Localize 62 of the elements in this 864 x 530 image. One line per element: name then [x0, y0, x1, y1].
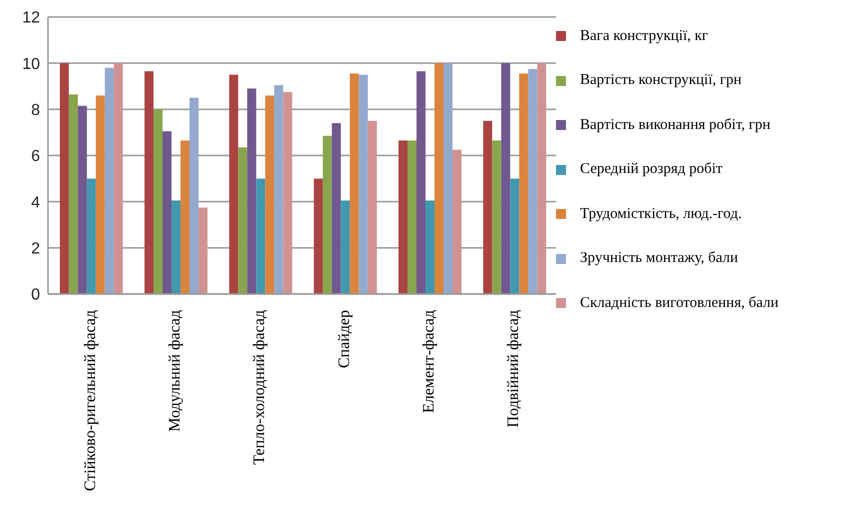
bar	[452, 150, 462, 294]
bar	[492, 140, 502, 294]
x-tick-label: Подвійний фасад	[505, 310, 522, 428]
bar	[144, 71, 154, 294]
bar	[162, 131, 172, 294]
legend-label: Зручність монтажу, бали	[580, 250, 738, 268]
bar	[86, 178, 96, 294]
bar	[322, 136, 332, 294]
y-tick-label: 4	[31, 194, 40, 212]
bar	[537, 63, 546, 294]
bar	[434, 63, 444, 294]
bar	[256, 178, 266, 294]
bar	[180, 140, 190, 294]
bar	[283, 92, 292, 294]
bar	[350, 74, 359, 294]
bar	[416, 71, 426, 294]
bar	[68, 94, 78, 294]
x-tick-label: Спайдер	[336, 310, 353, 368]
legend-label: Складність виготовлення, бали	[580, 294, 779, 312]
bar	[229, 74, 238, 294]
y-tick-label: 8	[31, 102, 40, 120]
x-tick-label: Елемент-фасад	[420, 310, 438, 413]
x-tick-label: Модульний фасад	[166, 310, 184, 432]
bar	[60, 63, 69, 294]
x-tick-label: Стійково-ригельний фасад	[82, 310, 99, 492]
bar	[510, 178, 520, 294]
bar	[314, 178, 323, 294]
bar	[190, 98, 199, 294]
bar	[528, 68, 538, 294]
y-tick-label: 12	[22, 10, 40, 27]
bar	[368, 120, 377, 294]
legend-label: Трудомісткість, люд.-год.	[580, 206, 742, 223]
bar	[198, 207, 208, 294]
bar	[332, 123, 341, 294]
bar	[265, 95, 274, 294]
bar	[501, 63, 510, 294]
bar	[238, 147, 248, 294]
bar	[358, 74, 368, 294]
y-tick-label: 10	[22, 56, 40, 73]
bar	[104, 68, 114, 294]
bar	[340, 200, 350, 294]
bar	[172, 200, 181, 294]
y-tick-label: 2	[31, 240, 40, 258]
y-tick-label: 0	[31, 286, 40, 304]
bar	[96, 95, 105, 294]
bar	[247, 88, 256, 294]
bar	[426, 200, 435, 294]
bar	[274, 85, 284, 294]
bar	[444, 63, 453, 294]
x-tick-label: Тепло-холодний фасад	[251, 310, 268, 465]
bar	[519, 74, 528, 294]
bar	[114, 63, 123, 294]
y-tick-label: 6	[31, 148, 40, 166]
bar	[483, 120, 492, 294]
bar	[78, 106, 87, 294]
legend-label: Вартість конструкції, грн	[580, 72, 742, 90]
bar	[154, 109, 163, 294]
legend-label: Середній розряд робіт	[580, 161, 722, 178]
bar	[408, 140, 417, 294]
legend-label: Вага конструкції, кг	[580, 28, 708, 45]
legend-label: Вартість виконання робіт, грн	[580, 116, 770, 134]
bar	[398, 140, 408, 294]
